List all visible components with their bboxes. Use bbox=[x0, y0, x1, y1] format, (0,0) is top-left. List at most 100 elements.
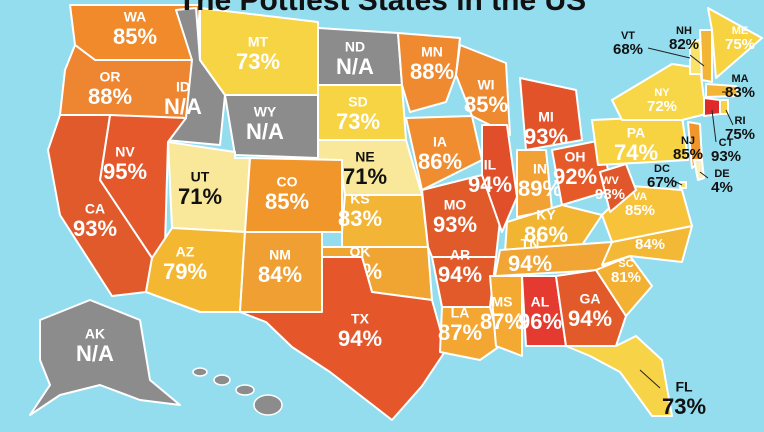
state-value: 82% bbox=[669, 36, 699, 53]
state-abbr: SC bbox=[618, 258, 633, 270]
state-value: 89% bbox=[518, 176, 562, 201]
leader-line bbox=[689, 54, 705, 67]
state-shape bbox=[164, 7, 226, 146]
state-shape bbox=[703, 97, 721, 117]
state-abbr: VA bbox=[633, 191, 648, 203]
state-abbr: NE bbox=[355, 149, 374, 165]
leader-line bbox=[639, 369, 661, 389]
state-abbr: WY bbox=[254, 104, 277, 120]
leader-line bbox=[647, 47, 691, 59]
state-value: 88% bbox=[410, 59, 454, 84]
state-value: 83% bbox=[725, 84, 755, 101]
state-abbr: MT bbox=[248, 34, 269, 50]
state-value: 94% bbox=[438, 262, 482, 287]
state-value: 81% bbox=[611, 269, 641, 286]
state-abbr: IN bbox=[533, 161, 547, 177]
state-value: 73% bbox=[336, 109, 380, 134]
state-abbr: OH bbox=[565, 149, 586, 165]
state-value: 94% bbox=[468, 172, 512, 197]
state-abbr: CT bbox=[719, 137, 734, 149]
state-shape bbox=[679, 181, 687, 189]
state-value: 83% bbox=[338, 206, 382, 231]
state-value: 71% bbox=[343, 164, 387, 189]
state-shape bbox=[239, 256, 447, 421]
state-value: 75% bbox=[725, 126, 755, 143]
state-abbr: MS bbox=[492, 294, 513, 310]
state-value: 96% bbox=[518, 309, 562, 334]
state-abbr: FL bbox=[675, 379, 693, 395]
hawaii bbox=[192, 367, 283, 416]
state-value: 93% bbox=[711, 148, 741, 165]
state-value: 73% bbox=[662, 394, 706, 419]
state-shape bbox=[504, 204, 603, 253]
state-shape bbox=[439, 306, 501, 361]
leader-line bbox=[711, 109, 717, 143]
island bbox=[235, 384, 255, 396]
state-value: 71% bbox=[178, 184, 222, 209]
state-abbr: OK bbox=[350, 244, 371, 260]
state-value: 79% bbox=[163, 259, 207, 284]
state-abbr: GA bbox=[580, 291, 601, 307]
state-abbr: MA bbox=[731, 73, 748, 85]
state-abbr: RI bbox=[735, 115, 746, 127]
state-value: 95% bbox=[103, 159, 147, 184]
state-abbr: IL bbox=[484, 157, 497, 173]
state-value: 87% bbox=[438, 320, 482, 345]
state-abbr: AL bbox=[531, 294, 550, 310]
state-abbr: NH bbox=[676, 25, 692, 37]
state-shape bbox=[29, 299, 181, 416]
state-abbr: CO bbox=[277, 174, 298, 190]
state-abbr: SD bbox=[348, 94, 367, 110]
state-shape bbox=[481, 124, 518, 233]
leader-line bbox=[699, 171, 709, 179]
state-value: N/A bbox=[164, 94, 202, 119]
state-value: 92% bbox=[553, 164, 597, 189]
state-abbr: WI bbox=[477, 77, 494, 93]
state-abbr: ID bbox=[176, 79, 190, 95]
state-shape bbox=[705, 83, 739, 98]
state-abbr: ND bbox=[345, 39, 365, 55]
state-abbr: CA bbox=[85, 201, 105, 217]
state-value: 75% bbox=[725, 36, 755, 53]
state-value: 84% bbox=[635, 236, 665, 253]
state-value: 85% bbox=[464, 92, 508, 117]
state-value: N/A bbox=[336, 54, 374, 79]
state-abbr: KY bbox=[536, 207, 556, 223]
state-shape bbox=[519, 77, 583, 151]
state-value: 85% bbox=[265, 189, 309, 214]
state-abbr: MI bbox=[538, 109, 554, 125]
state-abbr: IA bbox=[433, 134, 447, 150]
state-abbr: MN bbox=[421, 44, 443, 60]
state-abbr: UT bbox=[191, 169, 210, 185]
state-shape bbox=[693, 159, 705, 181]
state-value: 85% bbox=[673, 146, 703, 163]
state-value: 72% bbox=[647, 98, 677, 115]
state-abbr: AR bbox=[450, 247, 470, 263]
state-value: 94% bbox=[568, 306, 612, 331]
island bbox=[192, 367, 208, 377]
state-abbr: WV bbox=[601, 175, 619, 187]
state-value: 67% bbox=[647, 174, 677, 191]
state-value: N/A bbox=[246, 119, 284, 144]
state-shape bbox=[707, 7, 763, 79]
state-abbr: AK bbox=[85, 326, 105, 342]
state-value: 88% bbox=[88, 84, 132, 109]
state-abbr: NV bbox=[115, 144, 135, 160]
state-value: 93% bbox=[595, 186, 625, 203]
island bbox=[213, 374, 231, 386]
state-value: 85% bbox=[625, 202, 655, 219]
state-value: 87% bbox=[480, 309, 524, 334]
state-abbr: MO bbox=[444, 197, 467, 213]
state-value: 93% bbox=[73, 216, 117, 241]
island bbox=[253, 394, 283, 416]
state-value: 93% bbox=[433, 212, 477, 237]
state-abbr: PA bbox=[627, 125, 645, 141]
state-value: 86% bbox=[418, 149, 462, 174]
state-value: 4% bbox=[711, 179, 733, 196]
state-shape bbox=[397, 32, 461, 113]
state-value: 86% bbox=[524, 222, 568, 247]
state-abbr: OR bbox=[100, 69, 121, 85]
state-shape bbox=[489, 275, 523, 357]
state-value: 94% bbox=[338, 326, 382, 351]
